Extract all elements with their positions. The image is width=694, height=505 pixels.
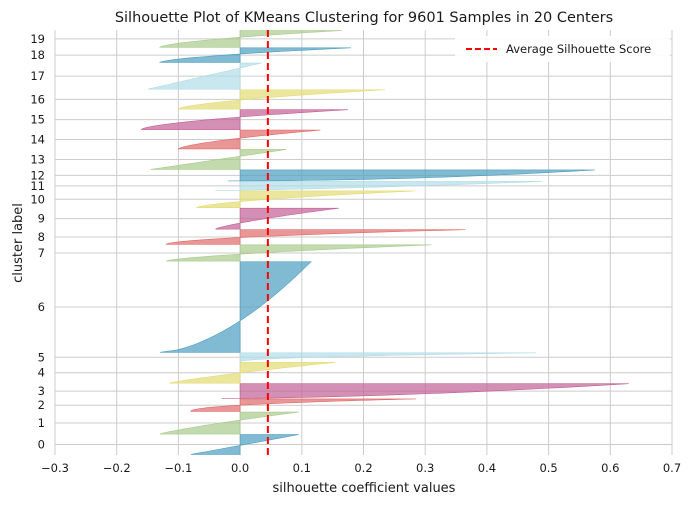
legend-box	[455, 36, 670, 62]
silhouette-cluster-17	[147, 62, 262, 90]
y-tick-label: 10	[30, 192, 45, 206]
x-tick-label: 0.0	[231, 461, 249, 475]
silhouette-cluster-14	[177, 129, 321, 150]
x-tick-label: 0.6	[601, 461, 619, 475]
y-tick-label: 2	[38, 398, 45, 412]
silhouette-cluster-12	[227, 169, 595, 182]
silhouette-cluster-11	[215, 181, 543, 191]
silhouette-cluster-0	[190, 434, 299, 455]
x-tick-label: 0.4	[478, 461, 496, 475]
y-tick-label: 9	[38, 212, 45, 226]
y-tick-label: 5	[38, 350, 45, 364]
y-tick-label: 3	[38, 384, 45, 398]
silhouette-regions	[140, 30, 629, 455]
y-axis-label: cluster label	[11, 203, 26, 283]
silhouette-cluster-7	[165, 244, 432, 262]
legend: Average Silhouette Score	[455, 36, 670, 62]
y-tick-label: 12	[30, 168, 45, 182]
y-tick-label: 7	[38, 246, 45, 260]
silhouette-cluster-4	[169, 361, 336, 384]
y-tick-label: 1	[38, 416, 45, 430]
y-tick-label: 16	[30, 92, 45, 106]
silhouette-cluster-8	[165, 229, 466, 245]
x-tick-label: 0.5	[539, 461, 557, 475]
silhouette-cluster-10	[195, 190, 416, 208]
chart-title: Silhouette Plot of KMeans Clustering for…	[115, 10, 613, 26]
y-tick-label: 4	[38, 366, 45, 380]
x-tick-label: 0.7	[663, 461, 681, 475]
x-tick-label: −0.2	[103, 461, 131, 475]
x-axis-label: silhouette coefficient values	[273, 481, 456, 496]
y-tick-label: 0	[38, 438, 45, 452]
x-tick-label: 0.3	[416, 461, 434, 475]
y-tick-label: 8	[38, 230, 45, 244]
y-tick-label: 11	[30, 179, 45, 193]
legend-average-label: Average Silhouette Score	[506, 42, 651, 56]
y-tick-label: 17	[30, 69, 45, 83]
x-tick-label: 0.2	[354, 461, 372, 475]
silhouette-cluster-6	[159, 261, 312, 353]
silhouette-cluster-1	[159, 411, 299, 435]
silhouette-cluster-2	[190, 398, 416, 412]
silhouette-cluster-15	[140, 109, 349, 130]
x-tick-label: −0.1	[164, 461, 192, 475]
y-tick-label: 14	[30, 133, 45, 147]
silhouette-cluster-18	[158, 47, 352, 63]
y-tick-label: 19	[30, 32, 45, 46]
x-tick-label: 0.1	[293, 461, 311, 475]
silhouette-cluster-3	[221, 383, 629, 399]
x-tick-labels: −0.3 −0.2 −0.1 0.0 0.1 0.2 0.3 0.4 0.5 0.6 0.7	[41, 461, 681, 475]
x-tick-label: −0.3	[41, 461, 69, 475]
y-tick-label: 15	[30, 113, 45, 127]
y-tick-label: 18	[30, 48, 45, 62]
y-tick-label: 6	[38, 300, 45, 314]
silhouette-cluster-19	[159, 30, 342, 48]
silhouette-cluster-5	[239, 352, 537, 363]
y-tick-label: 13	[30, 152, 45, 166]
silhouette-cluster-16	[177, 89, 386, 110]
